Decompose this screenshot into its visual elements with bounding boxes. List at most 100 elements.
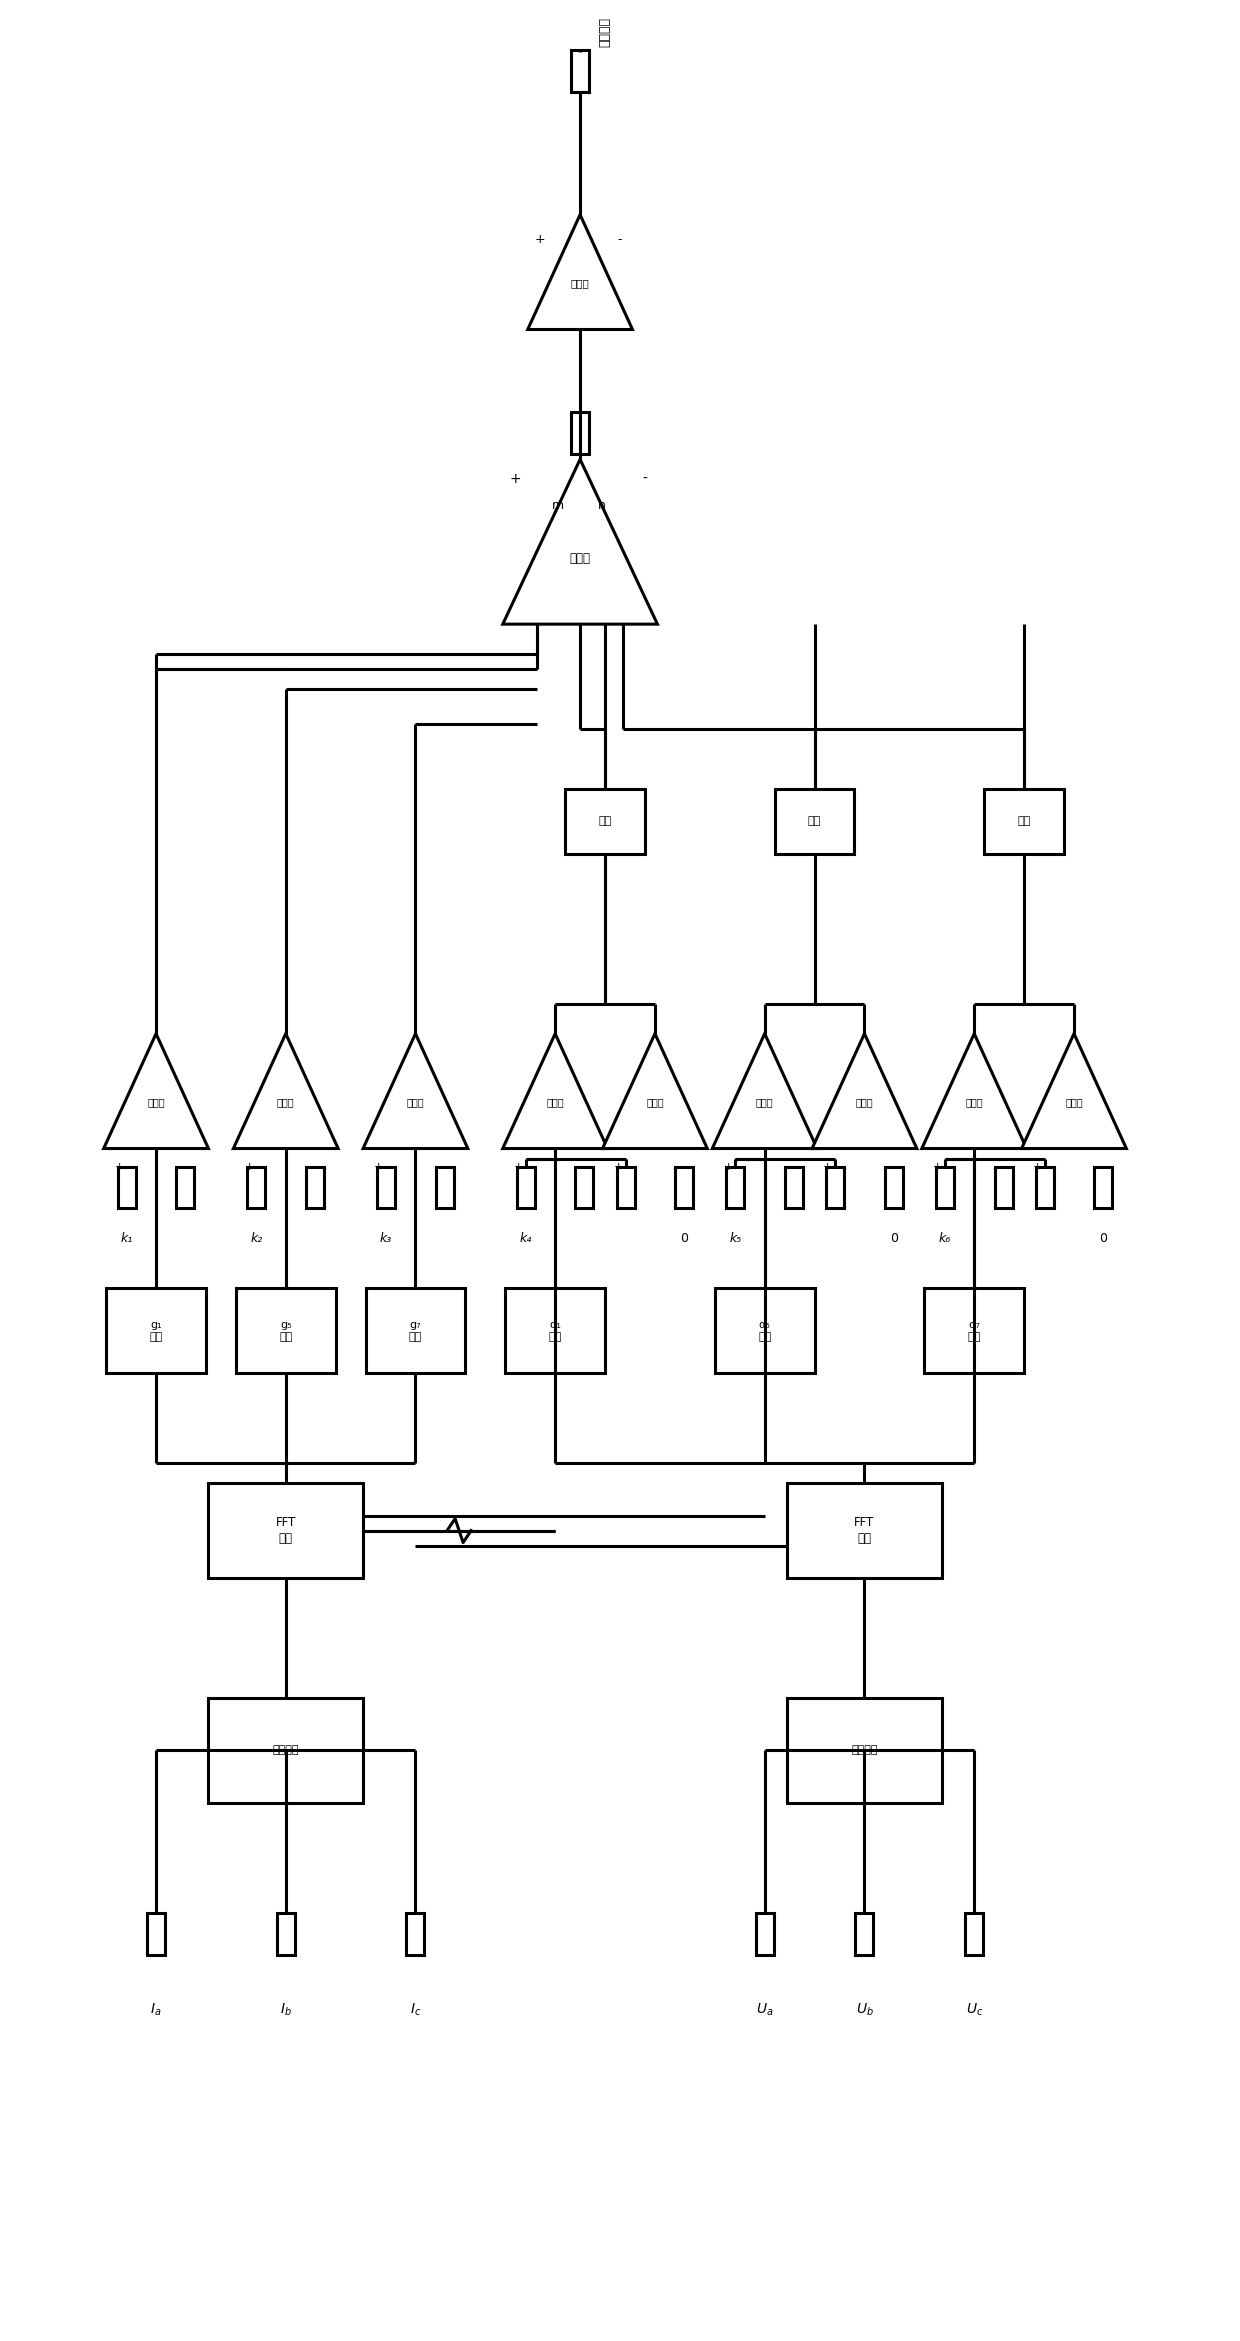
Text: n: n [598,499,606,513]
Polygon shape [502,459,657,625]
Bar [572,49,589,91]
Text: $I_c$: $I_c$ [409,2002,422,2018]
Text: +: + [614,1161,622,1170]
Bar [965,1913,983,1955]
Text: +: + [510,473,521,487]
Text: 比较器: 比较器 [148,1098,165,1107]
Text: +: + [114,1161,124,1170]
Bar [676,1166,693,1208]
Text: 0: 0 [890,1231,898,1245]
Polygon shape [502,1035,608,1149]
Text: 比较器: 比较器 [407,1098,424,1107]
Bar [1095,1166,1112,1208]
Bar [936,1166,954,1208]
Text: 采样装置: 采样装置 [851,1746,878,1756]
Text: +: + [374,1161,383,1170]
Text: g₅
计算: g₅ 计算 [279,1320,293,1341]
Bar [985,789,1064,854]
Text: $I_b$: $I_b$ [280,2002,291,2018]
Bar [856,1913,873,1955]
Text: α₇
计算: α₇ 计算 [967,1320,981,1341]
Text: 比较器: 比较器 [966,1098,983,1107]
Bar [208,1484,363,1578]
Polygon shape [921,1035,1027,1149]
Text: $U_c$: $U_c$ [966,2002,983,2018]
Text: m: m [552,499,564,513]
Text: -: - [642,473,647,487]
Bar [727,1166,744,1208]
Text: 加法器: 加法器 [569,552,590,564]
Text: +: + [823,1161,832,1170]
Text: k₅: k₅ [729,1231,742,1245]
Text: -: - [590,1161,594,1170]
Text: k₄: k₄ [520,1231,532,1245]
Bar [148,1913,165,1955]
Bar [565,789,645,854]
Text: $U_b$: $U_b$ [856,2002,873,2018]
Text: -: - [689,1161,693,1170]
Bar [176,1166,195,1208]
Bar [366,1288,465,1374]
Bar [435,1166,454,1208]
Bar [994,1166,1013,1208]
Text: +: + [932,1161,942,1170]
Polygon shape [712,1035,817,1149]
Bar [785,1166,804,1208]
Text: +: + [723,1161,733,1170]
Text: k₆: k₆ [939,1231,951,1245]
Polygon shape [363,1035,467,1149]
Polygon shape [1022,1035,1126,1149]
Text: -: - [191,1161,195,1170]
Text: -: - [320,1161,325,1170]
Text: 采样装置: 采样装置 [273,1746,299,1756]
Bar [787,1484,941,1578]
Bar [236,1288,336,1374]
Bar [407,1913,424,1955]
Polygon shape [528,215,632,330]
Bar [277,1913,295,1955]
Text: FFT
变换: FFT 变换 [854,1517,874,1545]
Text: 比较器: 比较器 [547,1098,564,1107]
Bar [755,1913,774,1955]
Text: -: - [899,1161,903,1170]
Text: +: + [513,1161,523,1170]
Text: +: + [1033,1161,1042,1170]
Bar [118,1166,135,1208]
Bar [505,1288,605,1374]
Text: 与门: 与门 [1018,817,1030,826]
Bar [885,1166,903,1208]
Bar [575,1166,594,1208]
Text: 输出结果: 输出结果 [599,16,611,47]
Bar [377,1166,396,1208]
Text: α₁
计算: α₁ 计算 [548,1320,562,1341]
Bar [517,1166,534,1208]
Text: 比较器: 比较器 [277,1098,295,1107]
Bar [616,1166,635,1208]
Text: 比较器: 比较器 [856,1098,873,1107]
Text: k₃: k₃ [379,1231,392,1245]
Bar [572,412,589,454]
Text: 比较器: 比较器 [1065,1098,1083,1107]
Text: -: - [450,1161,454,1170]
Text: +: + [534,234,546,246]
Bar [248,1166,265,1208]
Text: g₁
计算: g₁ 计算 [149,1320,162,1341]
Text: -: - [1009,1161,1013,1170]
Bar [714,1288,815,1374]
Text: 比较器: 比较器 [570,279,589,288]
Polygon shape [104,1035,208,1149]
Text: -: - [618,234,622,246]
Text: 比较器: 比较器 [646,1098,663,1107]
Text: 0: 0 [681,1231,688,1245]
Text: $I_a$: $I_a$ [150,2002,161,2018]
Polygon shape [812,1035,916,1149]
Text: 比较器: 比较器 [756,1098,774,1107]
Text: k₁: k₁ [120,1231,133,1245]
Bar [826,1166,844,1208]
Text: +: + [244,1161,254,1170]
Bar [775,789,854,854]
Polygon shape [603,1035,707,1149]
Text: FFT
变换: FFT 变换 [275,1517,296,1545]
Text: g₇
计算: g₇ 计算 [409,1320,422,1341]
Polygon shape [233,1035,339,1149]
